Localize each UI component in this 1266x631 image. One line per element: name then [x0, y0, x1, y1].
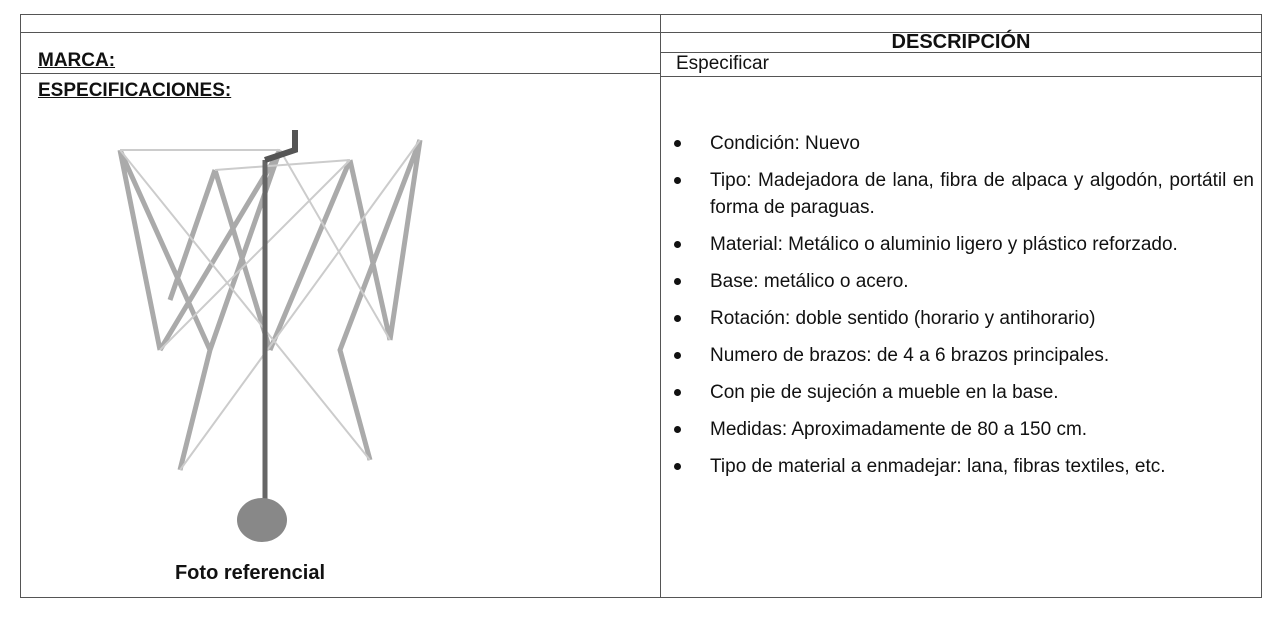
brand-label: MARCA:: [38, 50, 116, 71]
photo: [117, 130, 423, 542]
photo-caption: Foto referencial: [174, 562, 326, 584]
border: [20, 14, 1262, 15]
border: [660, 52, 1262, 53]
spec-item: Material: Metálico o aluminio ligero y p…: [666, 231, 1254, 258]
spec-item: Base: metálico o acero.: [666, 268, 1254, 295]
brand-value: Especificar: [676, 53, 769, 74]
border: [20, 73, 660, 74]
spec-item: Condición: Nuevo: [666, 130, 1254, 157]
border: [660, 14, 661, 598]
border: [660, 76, 1262, 77]
border: [20, 597, 1262, 598]
spec-item: Tipo: Madejadora de lana, fibra de alpac…: [666, 167, 1254, 221]
description-header: DESCRIPCIÓN: [891, 31, 1031, 53]
spec-item: Rotación: doble sentido (horario y antih…: [666, 305, 1254, 332]
spec-item: Numero de brazos: de 4 a 6 brazos princi…: [666, 342, 1254, 369]
spec-item: Tipo de material a enmadejar: lana, fibr…: [666, 453, 1254, 480]
border: [1261, 14, 1262, 598]
specs-label: ESPECIFICACIONES:: [38, 80, 232, 101]
spec-item: Medidas: Aproximadamente de 80 a 150 cm.: [666, 416, 1254, 443]
border: [20, 14, 21, 598]
spec-list: Condición: Nuevo Tipo: Madejadora de lana…: [666, 130, 1254, 490]
spec-item: Con pie de sujeción a mueble en la base.: [666, 379, 1254, 406]
border: [20, 32, 1262, 33]
